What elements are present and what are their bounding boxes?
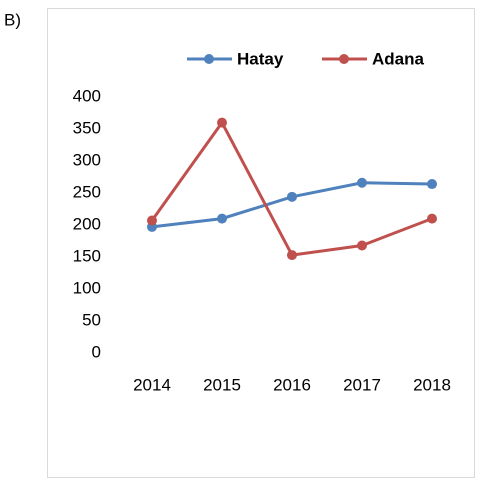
series-line <box>151 181 433 229</box>
data-point <box>357 177 367 188</box>
data-point <box>287 250 297 261</box>
y-tick-label: 250 <box>73 182 101 201</box>
x-tick-label: 2015 <box>203 375 241 394</box>
chart-label: B) <box>4 10 21 29</box>
x-tick-label: 2014 <box>133 375 171 394</box>
x-tick-label: 2017 <box>343 375 381 394</box>
chart-border <box>47 8 475 478</box>
y-tick-label: 50 <box>82 310 101 329</box>
data-point <box>427 213 437 224</box>
data-point <box>287 191 297 202</box>
data-point <box>147 215 157 226</box>
y-tick-label: 200 <box>73 214 101 233</box>
y-tick-label: 300 <box>73 150 101 169</box>
legend-label: Hatay <box>237 49 284 68</box>
data-point <box>217 117 227 128</box>
y-tick-label: 400 <box>73 86 101 105</box>
data-point <box>357 240 367 251</box>
x-tick-label: 2018 <box>413 375 451 394</box>
data-point <box>217 213 227 224</box>
y-tick-label: 350 <box>73 118 101 137</box>
legend-marker <box>204 54 214 64</box>
y-tick-label: 150 <box>73 246 101 265</box>
x-tick-label: 2016 <box>273 375 311 394</box>
legend-label: Adana <box>372 49 425 68</box>
legend-marker <box>339 54 349 64</box>
series-line <box>150 119 433 257</box>
y-tick-label: 100 <box>73 278 101 297</box>
y-tick-label: 0 <box>92 342 101 361</box>
data-point <box>427 179 437 190</box>
